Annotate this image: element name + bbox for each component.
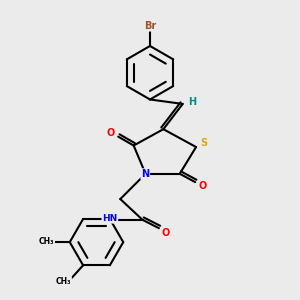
Text: H: H	[188, 98, 196, 107]
Text: CH₃: CH₃	[56, 277, 71, 286]
Text: HN: HN	[102, 214, 118, 223]
Text: CH₃: CH₃	[39, 237, 54, 246]
Text: O: O	[198, 181, 206, 191]
Text: Br: Br	[144, 21, 156, 31]
Text: O: O	[161, 228, 169, 238]
Text: O: O	[107, 128, 115, 138]
Text: S: S	[200, 139, 207, 148]
Text: N: N	[141, 169, 149, 179]
